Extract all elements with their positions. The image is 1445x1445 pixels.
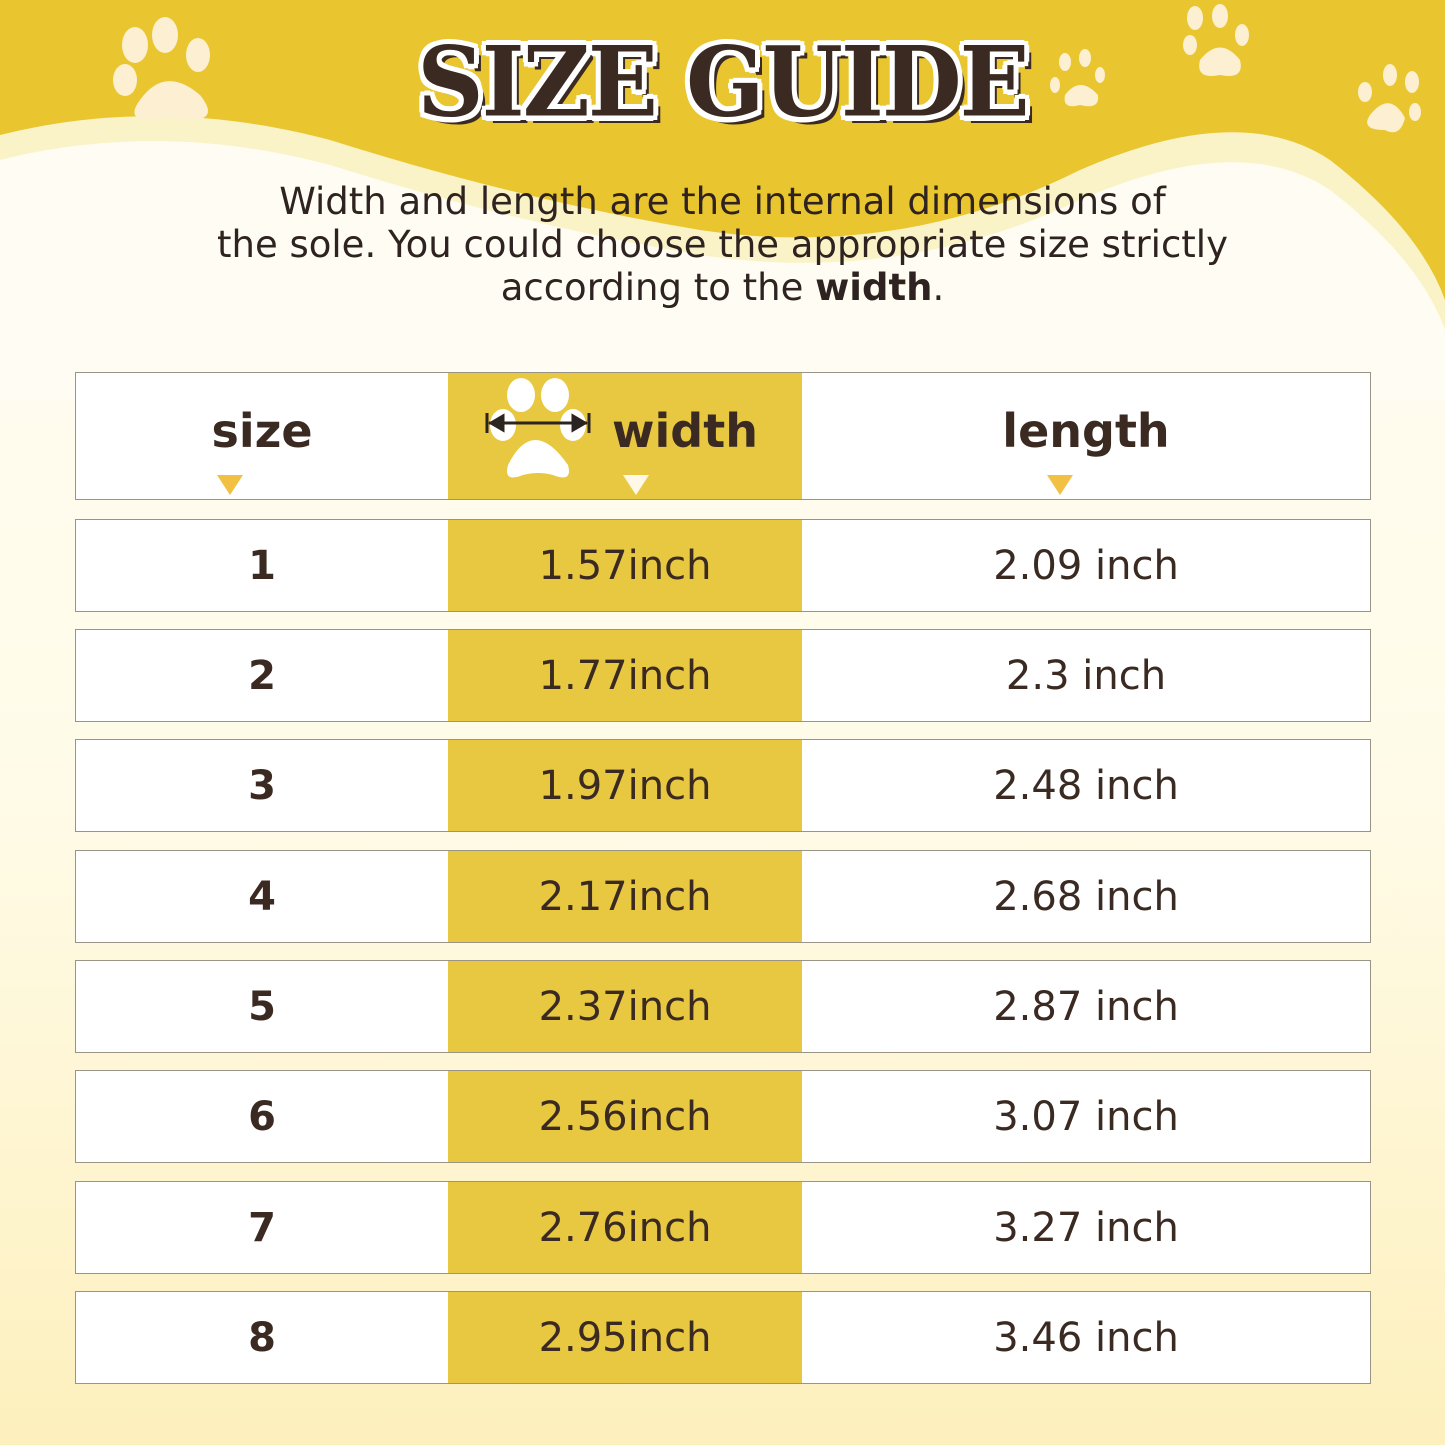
size-cell: 5 (248, 983, 276, 1030)
table-row: 4 2.17inch 2.68 inch (75, 850, 1371, 943)
header-width-label: width (612, 404, 758, 458)
intro-line: according to the width. (180, 266, 1265, 309)
width-cell: 2.76inch (448, 1182, 802, 1273)
table-row: 5 2.37inch 2.87 inch (75, 960, 1371, 1053)
table-row: 8 2.95inch 3.46 inch (75, 1291, 1371, 1384)
size-cell: 3 (248, 762, 276, 809)
width-cell: 2.95inch (448, 1292, 802, 1383)
width-cell: 2.56inch (448, 1071, 802, 1162)
intro-line: Width and length are the internal dimens… (279, 180, 1166, 223)
intro-text-part: . (932, 266, 945, 309)
table-row: 7 2.76inch 3.27 inch (75, 1181, 1371, 1274)
page-title: SIZE GUIDE (417, 25, 1030, 139)
paw-print-icon (113, 17, 210, 120)
intro-text-part: according to the (500, 266, 816, 309)
length-cell: 3.27 inch (993, 1204, 1179, 1251)
width-cell: 1.77inch (448, 630, 802, 721)
length-cell: 2.87 inch (993, 983, 1179, 1030)
width-cell: 1.97inch (448, 740, 802, 831)
header-width: width (448, 373, 802, 499)
intro-bold-word: width (815, 266, 933, 309)
table-row: 2 1.77inch 2.3 inch (75, 629, 1371, 722)
length-cell: 2.09 inch (993, 542, 1179, 589)
length-cell: 2.68 inch (993, 873, 1179, 920)
paw-print-icon (1050, 49, 1105, 107)
width-cell: 2.37inch (448, 961, 802, 1052)
header-size: size (76, 373, 448, 499)
size-cell: 1 (248, 542, 276, 589)
length-cell: 2.3 inch (1005, 652, 1167, 699)
triangle-down-icon (217, 475, 243, 495)
triangle-down-icon (1047, 475, 1073, 495)
width-cell: 2.17inch (448, 851, 802, 942)
intro-text: Width and length are the internal dimens… (180, 180, 1265, 309)
header-length-label: length (1002, 404, 1170, 458)
size-cell: 7 (248, 1204, 276, 1251)
triangle-down-icon (623, 475, 649, 495)
length-cell: 2.48 inch (993, 762, 1179, 809)
size-cell: 4 (248, 873, 276, 920)
intro-line: the sole. You could choose the appropria… (217, 223, 1228, 266)
length-cell: 3.07 inch (993, 1093, 1179, 1140)
size-cell: 8 (248, 1314, 276, 1361)
table-header: size width length (75, 372, 1371, 500)
width-cell: 1.57inch (448, 520, 802, 611)
paw-width-icon (485, 378, 591, 478)
table-row: 1 1.57inch 2.09 inch (75, 519, 1371, 612)
size-cell: 6 (248, 1093, 276, 1140)
header-background (0, 0, 1445, 400)
size-cell: 2 (248, 652, 276, 699)
header-length: length (802, 373, 1370, 499)
table-row: 3 1.97inch 2.48 inch (75, 739, 1371, 832)
paw-print-icon (1183, 4, 1249, 76)
length-cell: 3.46 inch (993, 1314, 1179, 1361)
paw-print-icon (1358, 64, 1421, 133)
table-row: 6 2.56inch 3.07 inch (75, 1070, 1371, 1163)
header-size-label: size (211, 404, 313, 458)
